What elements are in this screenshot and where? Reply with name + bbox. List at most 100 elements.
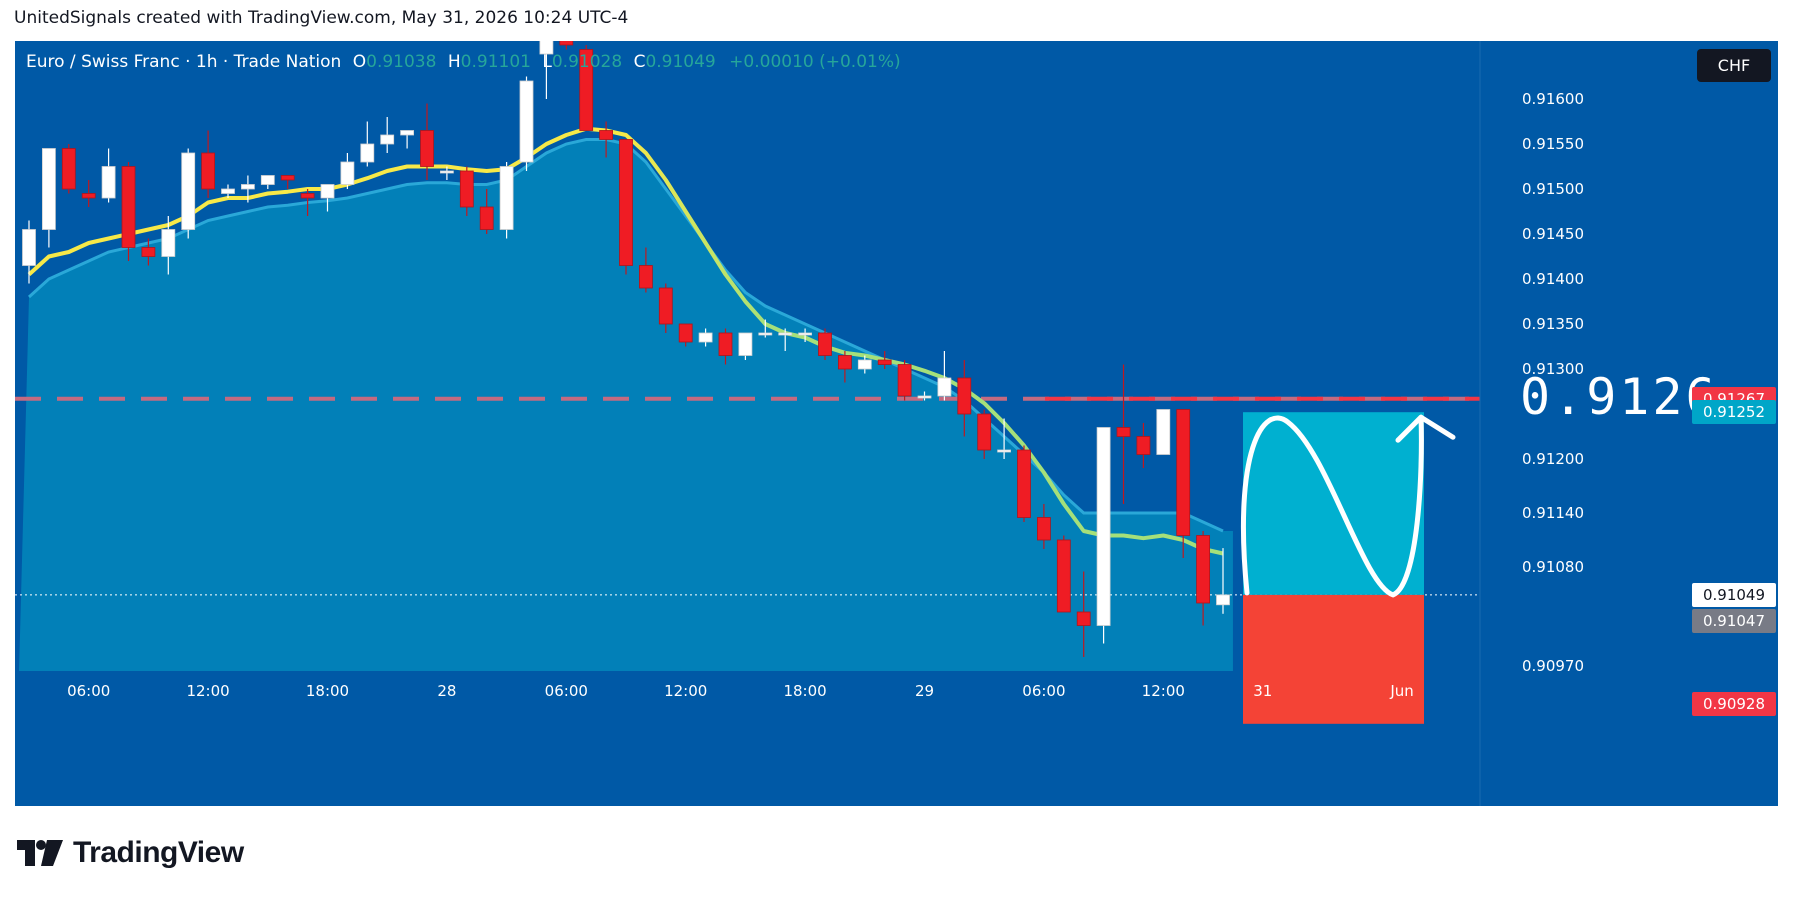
bear-candle[interactable] — [1196, 535, 1210, 604]
bear-candle[interactable] — [957, 377, 972, 415]
bull-candle[interactable] — [1156, 409, 1171, 455]
bear-candle[interactable] — [459, 170, 474, 208]
bull-candle[interactable] — [320, 184, 335, 199]
currency-button[interactable]: CHF — [1697, 49, 1771, 82]
bull-candle[interactable] — [798, 332, 812, 336]
tradingview-logo[interactable]: TradingView — [17, 836, 244, 870]
bear-candle[interactable] — [877, 359, 892, 365]
bull-candle[interactable] — [380, 134, 395, 145]
y-tick-label: 0.91140 — [1522, 504, 1584, 522]
bull-candle[interactable] — [260, 175, 275, 185]
bull-candle[interactable] — [240, 184, 255, 190]
bull-candle[interactable] — [698, 332, 713, 343]
bull-candle[interactable] — [519, 80, 534, 163]
bear-candle[interactable] — [977, 413, 992, 451]
bear-candle[interactable] — [1056, 539, 1071, 613]
bull-candle[interactable] — [439, 170, 454, 174]
x-tick-label: 12:00 — [664, 682, 707, 700]
y-tick-label: 0.91300 — [1522, 360, 1584, 378]
x-tick-label: 28 — [437, 682, 456, 700]
x-tick-label: 12:00 — [186, 682, 229, 700]
target-zone[interactable] — [1243, 412, 1424, 595]
y-tick-label: 0.91600 — [1522, 90, 1584, 108]
bull-candle[interactable] — [937, 377, 952, 397]
bear-candle[interactable] — [599, 130, 613, 140]
bear-candle[interactable] — [81, 193, 96, 199]
bear-candle[interactable] — [280, 175, 295, 181]
bull-candle[interactable] — [499, 166, 514, 230]
bull-candle[interactable] — [340, 161, 355, 185]
bull-candle[interactable] — [539, 41, 554, 55]
bull-candle[interactable] — [1216, 594, 1230, 606]
bull-candle[interactable] — [917, 395, 932, 399]
bear-candle[interactable] — [838, 355, 852, 370]
close-value: 0.91049 — [645, 52, 716, 72]
bull-candle[interactable] — [400, 130, 415, 136]
target-price-tag: 0.91252 — [1692, 400, 1776, 425]
y-tick-label: 0.91550 — [1522, 135, 1584, 153]
moving-average-band-area — [19, 139, 1233, 671]
bull-candle[interactable] — [758, 332, 773, 336]
bear-candle[interactable] — [141, 247, 156, 257]
bear-candle[interactable] — [1116, 427, 1131, 437]
x-tick-label: 31 — [1253, 682, 1272, 700]
target-annotation-label: 0.9126 — [1520, 368, 1719, 426]
y-tick-label: 0.91400 — [1522, 270, 1584, 288]
bull-candle[interactable] — [181, 152, 196, 230]
bear-candle[interactable] — [1136, 436, 1151, 455]
y-tick-label: 0.91200 — [1522, 450, 1584, 468]
bull-candle[interactable] — [221, 188, 235, 194]
bear-candle[interactable] — [121, 166, 136, 248]
bear-candle[interactable] — [1017, 449, 1031, 518]
tradingview-logo-icon — [17, 840, 63, 866]
x-tick-label: Jun — [1389, 682, 1413, 700]
x-tick-label: 06:00 — [545, 682, 588, 700]
x-tick-label: 18:00 — [306, 682, 349, 700]
bid-price-tag: 0.91047 — [1692, 608, 1776, 633]
bear-candle[interactable] — [658, 287, 673, 325]
bull-candle[interactable] — [360, 143, 375, 163]
bear-candle[interactable] — [1037, 517, 1051, 541]
bull-candle[interactable] — [101, 166, 116, 199]
chart-header: UnitedSignals created with TradingView.c… — [14, 8, 629, 28]
bull-candle[interactable] — [22, 229, 36, 266]
open-value: 0.91038 — [366, 52, 437, 72]
bear-candle[interactable] — [818, 332, 832, 356]
symbol-legend: Euro / Swiss Franc · 1h · Trade Nation O… — [26, 52, 901, 72]
y-tick-label: 0.91080 — [1522, 558, 1584, 576]
bear-candle[interactable] — [718, 332, 733, 356]
bear-candle[interactable] — [201, 152, 216, 190]
tradingview-logo-text: TradingView — [73, 836, 244, 869]
bull-candle[interactable] — [738, 332, 753, 356]
bear-candle[interactable] — [678, 323, 693, 343]
wave-arrow-head — [1395, 414, 1456, 443]
x-tick-label: 18:00 — [783, 682, 826, 700]
bear-candle[interactable] — [479, 206, 494, 230]
low-value: 0.91028 — [551, 52, 623, 72]
bear-candle[interactable] — [1076, 611, 1091, 626]
bear-candle[interactable] — [639, 265, 653, 289]
bull-candle[interactable] — [41, 148, 56, 230]
bull-candle[interactable] — [778, 332, 793, 336]
chart-area[interactable]: 0.91600 0.91550 0.91500 0.91450 0.91400 0.913… — [15, 41, 1778, 806]
bull-candle[interactable] — [857, 359, 872, 370]
bear-candle[interactable] — [619, 139, 633, 266]
low-key: L — [542, 52, 552, 72]
close-key: C — [633, 52, 646, 72]
bear-candle[interactable] — [420, 130, 434, 167]
bear-candle[interactable] — [559, 41, 574, 46]
price-chart[interactable]: 0.91600 0.91550 0.91500 0.91450 0.91400 0.913… — [15, 41, 1778, 806]
bear-candle[interactable] — [1176, 409, 1191, 536]
bear-candle[interactable] — [300, 193, 315, 199]
y-tick-label: 0.91500 — [1522, 180, 1584, 198]
bull-candle[interactable] — [1096, 427, 1111, 626]
current-price-tag: 0.91049 — [1692, 582, 1776, 607]
bull-candle[interactable] — [161, 229, 176, 257]
y-tick-label: 0.91450 — [1522, 225, 1584, 243]
bear-candle[interactable] — [579, 49, 594, 131]
wave-arrow-path — [1240, 414, 1424, 598]
stop-zone[interactable] — [1243, 594, 1424, 724]
bull-candle[interactable] — [997, 449, 1011, 453]
bear-candle[interactable] — [61, 148, 76, 190]
bear-candle[interactable] — [897, 364, 912, 397]
